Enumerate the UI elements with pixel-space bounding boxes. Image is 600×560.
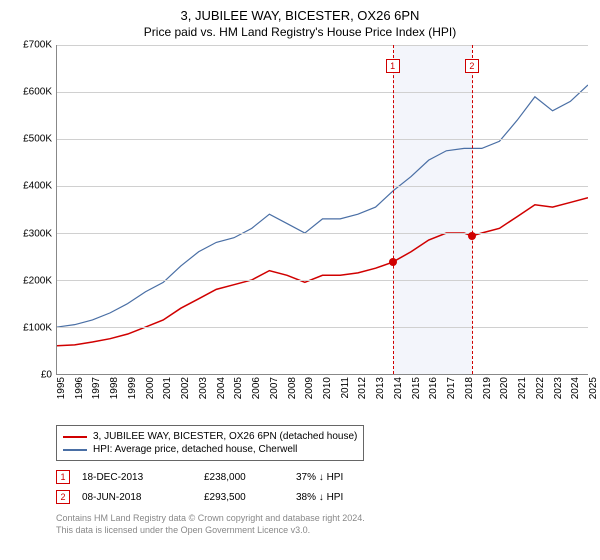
sale-date: 18-DEC-2013 bbox=[82, 472, 192, 483]
x-axis: 1995 1996 1997 1998 1999 2000 2001 2002 2003 2004… bbox=[56, 375, 588, 419]
legend-item: HPI: Average price, detached house, Cher… bbox=[63, 443, 357, 456]
sale-price: £293,500 bbox=[204, 492, 284, 503]
x-tick-label: 2024 bbox=[570, 377, 581, 399]
x-tick-label: 2000 bbox=[145, 377, 156, 399]
legend: 3, JUBILEE WAY, BICESTER, OX26 6PN (deta… bbox=[56, 425, 364, 461]
legend-label: 3, JUBILEE WAY, BICESTER, OX26 6PN (deta… bbox=[93, 431, 357, 442]
x-tick-label: 1999 bbox=[127, 377, 138, 399]
x-tick-label: 2003 bbox=[198, 377, 209, 399]
sale-dot bbox=[468, 232, 476, 240]
sale-row-marker: 1 bbox=[56, 470, 70, 484]
chart-container: 3, JUBILEE WAY, BICESTER, OX26 6PN Price… bbox=[0, 0, 600, 560]
legend-item: 3, JUBILEE WAY, BICESTER, OX26 6PN (deta… bbox=[63, 430, 357, 443]
chart-area: £0£100K£200K£300K£400K£500K£600K£700K 12 bbox=[12, 45, 588, 375]
sales-table: 1 18-DEC-2013 £238,000 37% ↓ HPI 2 08-JUN-201… bbox=[56, 467, 588, 507]
gridline bbox=[57, 186, 588, 187]
y-tick-label: £600K bbox=[23, 87, 52, 98]
sale-date: 08-JUN-2018 bbox=[82, 492, 192, 503]
y-tick-label: £0 bbox=[41, 370, 52, 381]
x-tick-label: 2004 bbox=[216, 377, 227, 399]
sale-delta: 38% ↓ HPI bbox=[296, 492, 376, 503]
footer-line: This data is licensed under the Open Gov… bbox=[56, 525, 588, 537]
x-tick-label: 2002 bbox=[180, 377, 191, 399]
x-tick-label: 2005 bbox=[233, 377, 244, 399]
y-tick-label: £700K bbox=[23, 40, 52, 51]
x-tick-label: 2006 bbox=[251, 377, 262, 399]
sale-vline bbox=[393, 45, 394, 374]
x-tick-label: 2020 bbox=[499, 377, 510, 399]
x-tick-label: 2016 bbox=[428, 377, 439, 399]
sale-dot bbox=[389, 258, 397, 266]
gridline bbox=[57, 280, 588, 281]
x-tick-label: 2023 bbox=[553, 377, 564, 399]
legend-swatch bbox=[63, 436, 87, 438]
legend-label: HPI: Average price, detached house, Cher… bbox=[93, 444, 297, 455]
x-tick-label: 2012 bbox=[357, 377, 368, 399]
gridline bbox=[57, 45, 588, 46]
chart-title: 3, JUBILEE WAY, BICESTER, OX26 6PN bbox=[12, 8, 588, 23]
gridline bbox=[57, 92, 588, 93]
chart-subtitle: Price paid vs. HM Land Registry's House … bbox=[12, 25, 588, 39]
series-line-property bbox=[57, 198, 588, 346]
sale-row-marker: 2 bbox=[56, 490, 70, 504]
gridline bbox=[57, 233, 588, 234]
y-axis: £0£100K£200K£300K£400K£500K£600K£700K bbox=[12, 45, 56, 375]
x-tick-label: 1998 bbox=[109, 377, 120, 399]
plot-area: 12 bbox=[56, 45, 588, 375]
x-tick-label: 1997 bbox=[91, 377, 102, 399]
x-tick-label: 2025 bbox=[588, 377, 599, 399]
x-tick-label: 2014 bbox=[393, 377, 404, 399]
sale-marker-box: 2 bbox=[465, 59, 479, 73]
x-tick-label: 2009 bbox=[304, 377, 315, 399]
y-tick-label: £300K bbox=[23, 228, 52, 239]
series-line-hpi bbox=[57, 85, 588, 327]
sale-row: 2 08-JUN-2018 £293,500 38% ↓ HPI bbox=[56, 487, 588, 507]
y-tick-label: £400K bbox=[23, 181, 52, 192]
sale-delta: 37% ↓ HPI bbox=[296, 472, 376, 483]
y-tick-label: £500K bbox=[23, 134, 52, 145]
y-tick-label: £200K bbox=[23, 275, 52, 286]
sale-price: £238,000 bbox=[204, 472, 284, 483]
x-tick-label: 2017 bbox=[446, 377, 457, 399]
footer-attribution: Contains HM Land Registry data © Crown c… bbox=[56, 513, 588, 536]
x-tick-label: 2015 bbox=[411, 377, 422, 399]
x-tick-label: 2013 bbox=[375, 377, 386, 399]
x-tick-label: 2010 bbox=[322, 377, 333, 399]
x-tick-label: 2021 bbox=[517, 377, 528, 399]
sale-vline bbox=[472, 45, 473, 374]
gridline bbox=[57, 327, 588, 328]
legend-swatch bbox=[63, 449, 87, 451]
x-tick-label: 2011 bbox=[340, 377, 351, 399]
sale-row: 1 18-DEC-2013 £238,000 37% ↓ HPI bbox=[56, 467, 588, 487]
x-tick-label: 1996 bbox=[74, 377, 85, 399]
x-tick-label: 2018 bbox=[464, 377, 475, 399]
footer-line: Contains HM Land Registry data © Crown c… bbox=[56, 513, 588, 525]
plot-svg bbox=[57, 45, 588, 374]
sale-marker-box: 1 bbox=[386, 59, 400, 73]
x-tick-label: 2022 bbox=[535, 377, 546, 399]
x-tick-label: 2001 bbox=[162, 377, 173, 399]
x-tick-label: 2019 bbox=[482, 377, 493, 399]
x-tick-label: 2007 bbox=[269, 377, 280, 399]
y-tick-label: £100K bbox=[23, 322, 52, 333]
x-tick-label: 2008 bbox=[287, 377, 298, 399]
x-tick-label: 1995 bbox=[56, 377, 67, 399]
gridline bbox=[57, 139, 588, 140]
